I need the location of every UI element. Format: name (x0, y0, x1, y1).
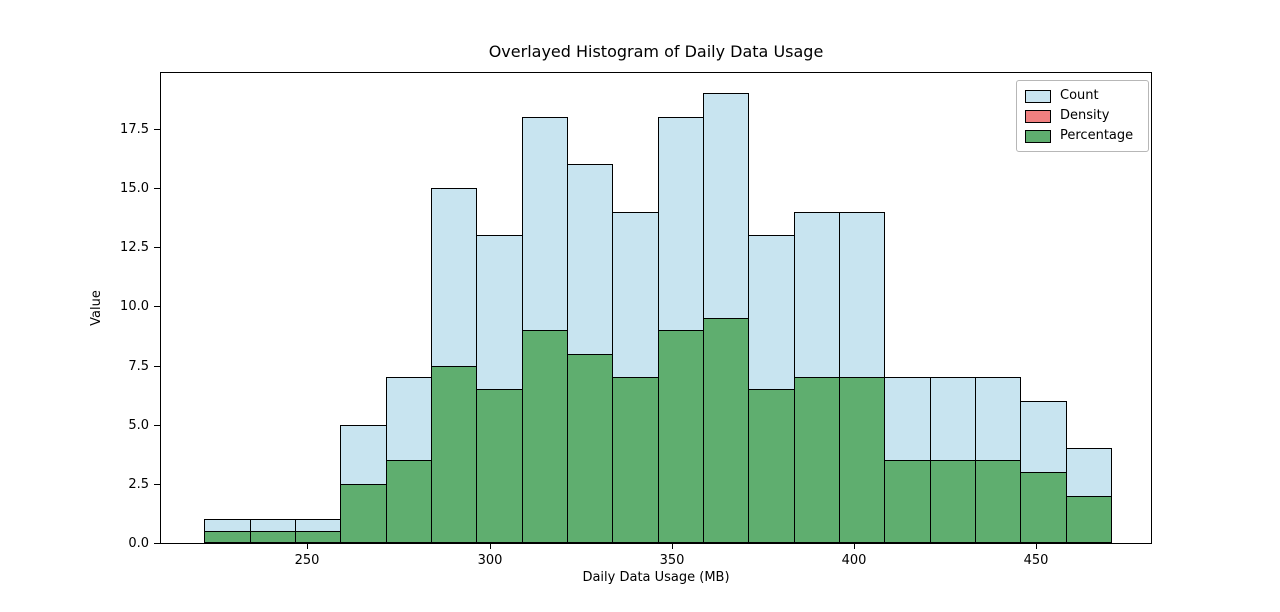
y-tick-label: 0.0 (128, 536, 149, 551)
count-swatch-icon (1025, 89, 1051, 103)
percentage-bar (884, 460, 931, 543)
x-tick-mark (672, 544, 673, 549)
y-tick-label: 17.5 (120, 122, 149, 137)
percentage-bar (794, 377, 840, 543)
x-tick-label: 450 (1023, 553, 1049, 568)
density-swatch-icon (1025, 109, 1051, 123)
percentage-bar (748, 389, 795, 543)
legend-entry-count: Count (1025, 88, 1140, 104)
y-tick-label: 15.0 (120, 181, 149, 196)
y-tick-mark (154, 366, 160, 367)
percentage-bar (975, 460, 1021, 543)
plot-area (160, 72, 1152, 544)
y-tick-mark (154, 129, 160, 130)
percentage-bar (930, 460, 976, 543)
percentage-bar (839, 377, 885, 543)
percentage-bar (204, 531, 251, 543)
y-tick-label: 2.5 (128, 477, 149, 492)
x-axis-label: Daily Data Usage (MB) (582, 570, 730, 585)
y-tick-label: 12.5 (120, 240, 149, 255)
x-tick-label: 350 (659, 553, 685, 568)
x-tick-mark (854, 544, 855, 549)
percentage-bar (295, 531, 341, 543)
percentage-bar (386, 460, 432, 543)
y-tick-mark (154, 425, 160, 426)
x-tick-mark (1036, 544, 1037, 549)
x-tick-label: 300 (477, 553, 503, 568)
percentage-bar (1066, 496, 1112, 543)
percentage-bar (476, 389, 523, 543)
legend-entry-density: Density (1025, 108, 1140, 124)
percentage-bar (522, 330, 568, 543)
percentage-bar (431, 366, 477, 543)
x-tick-mark (307, 544, 308, 549)
legend-label-count: Count (1060, 88, 1099, 103)
percentage-bar (658, 330, 704, 543)
y-tick-label: 5.0 (128, 418, 149, 433)
percentage-bar (567, 354, 613, 543)
x-tick-label: 250 (294, 553, 320, 568)
y-tick-mark (154, 543, 160, 544)
legend-label-density: Density (1060, 108, 1110, 123)
percentage-bar (703, 318, 749, 543)
y-tick-mark (154, 188, 160, 189)
legend-entry-percentage: Percentage (1025, 128, 1140, 144)
y-tick-mark (154, 247, 160, 248)
percentage-bar (1020, 472, 1067, 543)
percentage-bar (250, 531, 296, 543)
percentage-bar (612, 377, 659, 543)
x-tick-mark (490, 544, 491, 549)
y-tick-mark (154, 306, 160, 307)
percentage-bar (340, 484, 387, 543)
y-tick-label: 10.0 (120, 299, 149, 314)
x-tick-label: 400 (841, 553, 867, 568)
percentage-swatch-icon (1025, 129, 1051, 143)
y-tick-label: 7.5 (128, 359, 149, 374)
y-tick-mark (154, 484, 160, 485)
legend-label-percentage: Percentage (1060, 128, 1134, 143)
chart-title: Overlayed Histogram of Daily Data Usage (488, 42, 824, 61)
legend: Count Density Percentage (1016, 80, 1149, 152)
